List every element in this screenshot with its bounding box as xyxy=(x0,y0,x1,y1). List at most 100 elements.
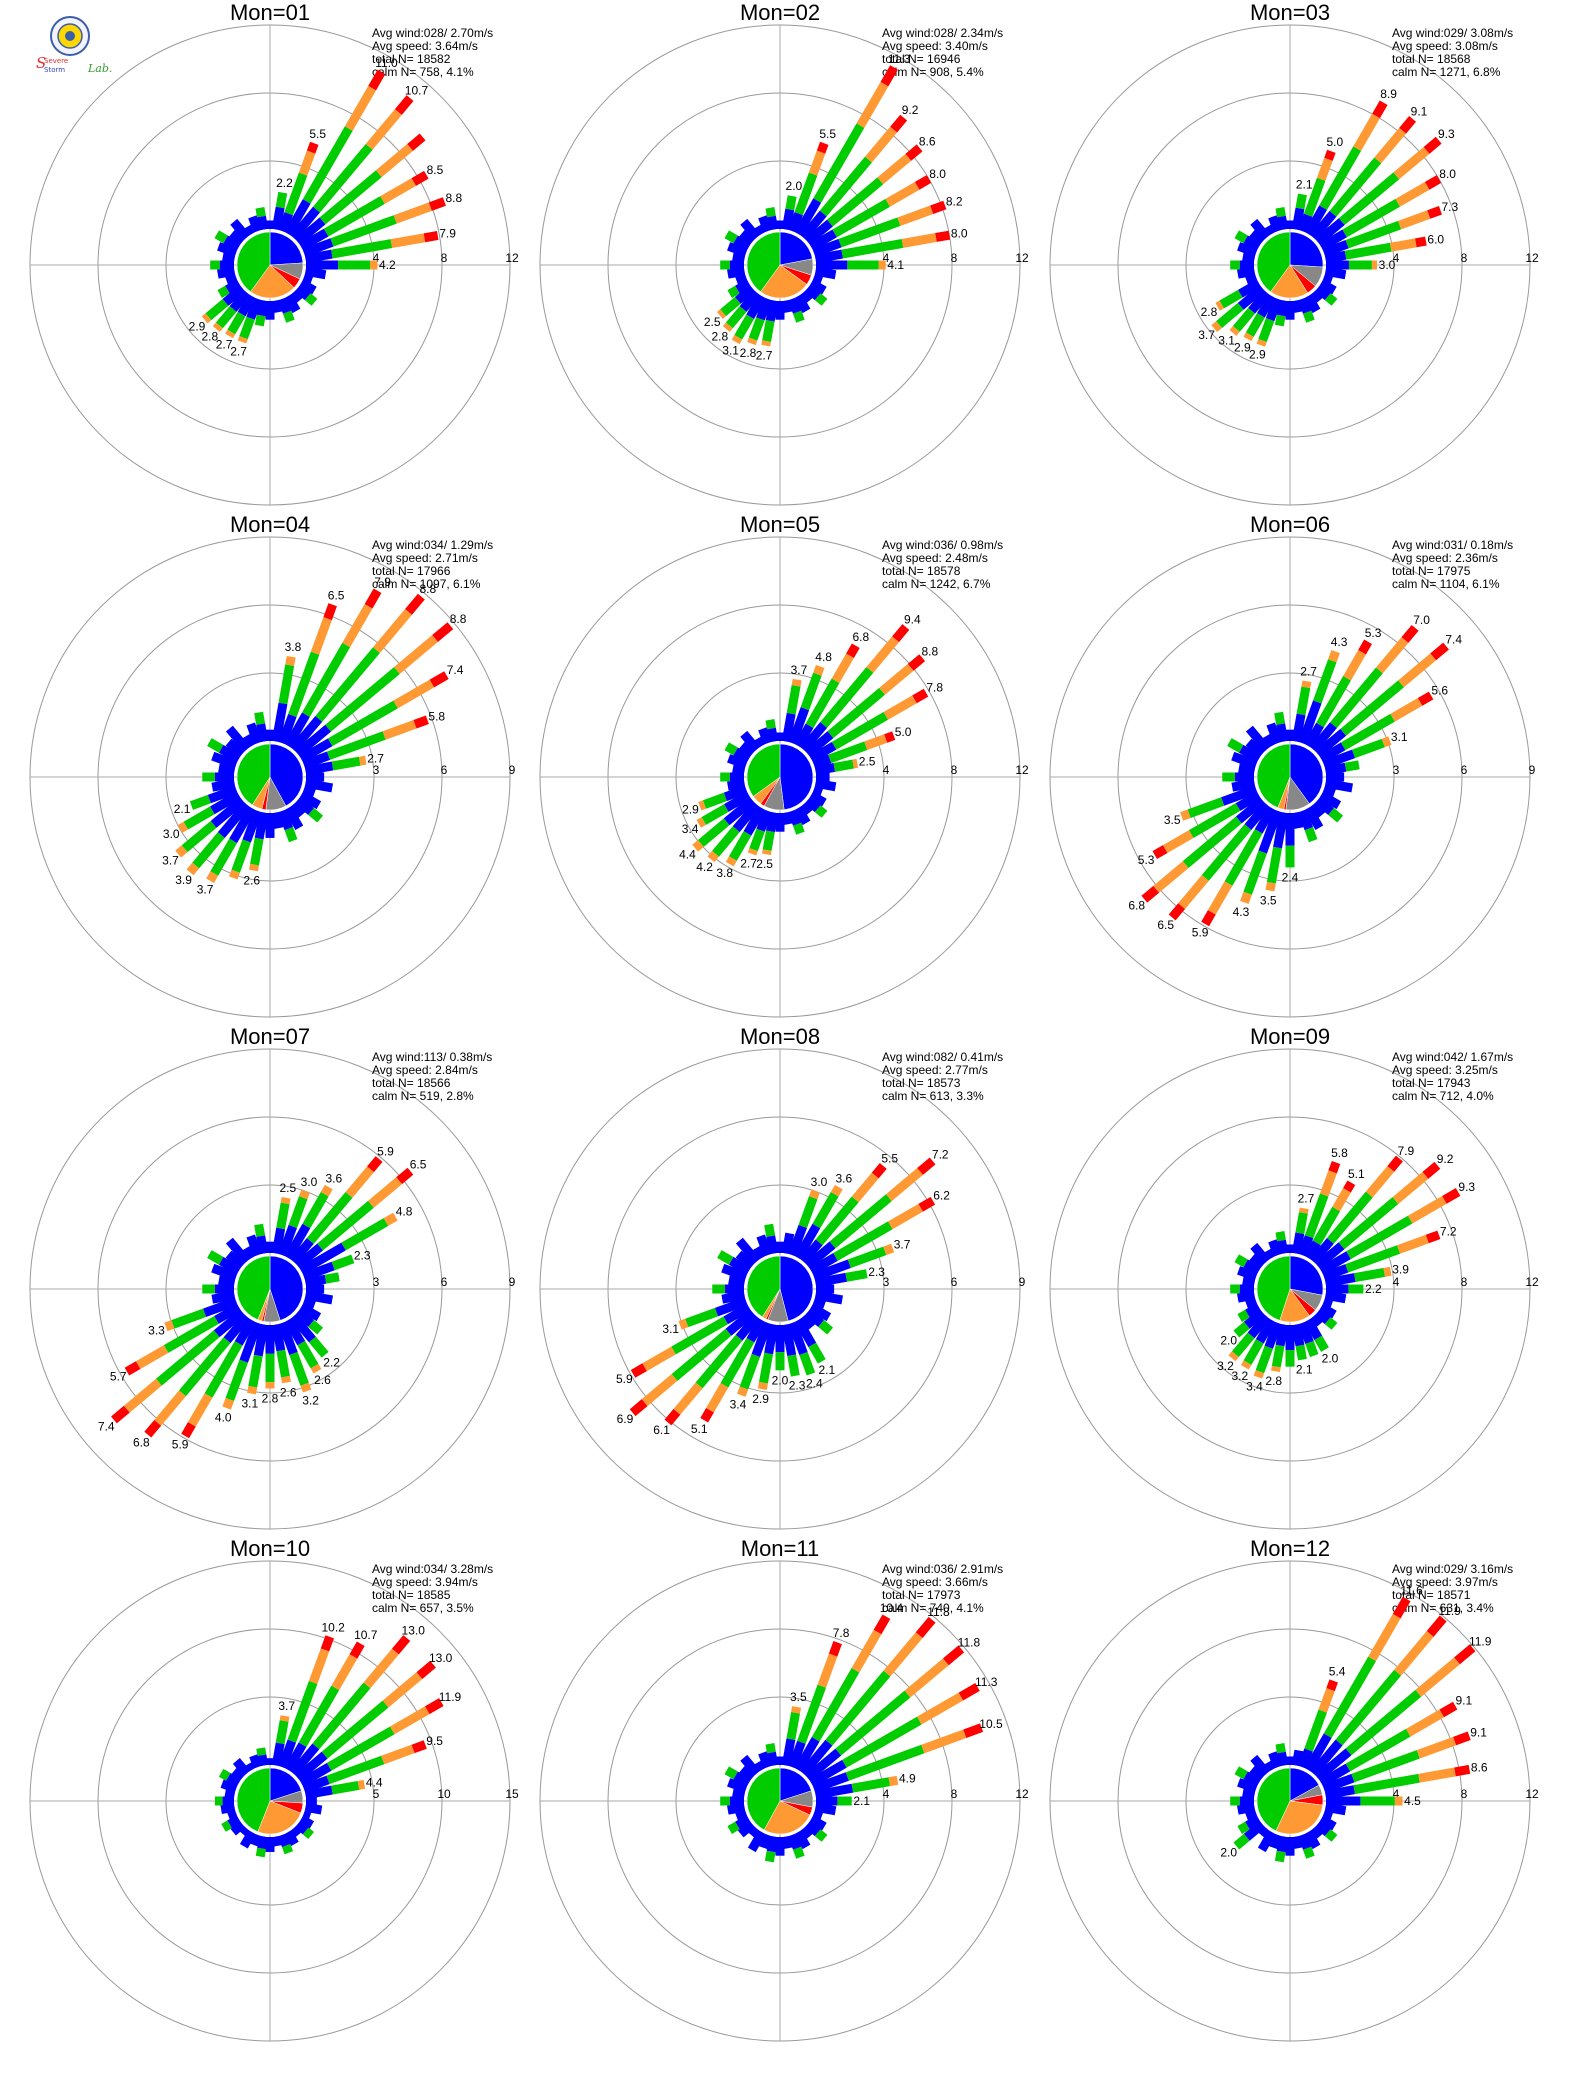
bar-value-label: 3.9 xyxy=(175,873,192,887)
bar-value-label: 3.2 xyxy=(302,1393,319,1407)
center-pie-slice xyxy=(269,743,304,807)
direction-bar-segment xyxy=(1268,215,1282,233)
direction-bar-segment xyxy=(1271,1365,1281,1373)
direction-bar-segment xyxy=(229,869,240,880)
direction-bar-segment xyxy=(331,756,361,771)
direction-bar-segment xyxy=(1372,100,1388,119)
direction-bar-segment xyxy=(685,1307,718,1328)
direction-bar-segment xyxy=(1314,796,1335,815)
direction-bar-segment xyxy=(220,1779,238,1793)
direction-bar-segment xyxy=(880,65,898,87)
direction-bar-segment xyxy=(1243,1339,1264,1365)
direction-bar-segment xyxy=(740,1754,761,1777)
radial-tick-label: 9 xyxy=(509,1275,516,1289)
direction-bar-segment xyxy=(1304,1240,1321,1261)
direction-bar-segment xyxy=(766,1835,779,1853)
stats-line: Avg speed: 2.71m/s xyxy=(372,551,478,565)
stats-line: total N= 18568 xyxy=(1392,52,1471,66)
direction-bar-segment xyxy=(734,284,756,304)
direction-bar-segment xyxy=(901,233,937,248)
direction-bar-segment xyxy=(189,794,211,810)
direction-bar-segment xyxy=(1314,1748,1352,1782)
direction-bar-segment xyxy=(1245,738,1266,758)
bar-value-label: 2.7 xyxy=(367,751,384,765)
direction-bar-segment xyxy=(788,1833,802,1850)
direction-bar-segment xyxy=(373,609,412,653)
stats-line: total N= 18571 xyxy=(1392,1588,1471,1602)
direction-bar-segment xyxy=(302,1809,312,1820)
direction-bar-segment xyxy=(257,1835,269,1850)
stats-line: total N= 17973 xyxy=(882,1588,961,1602)
radial-tick-label: 9 xyxy=(1529,763,1536,777)
direction-bar-segment xyxy=(1319,146,1362,210)
direction-bar-segment xyxy=(308,808,324,823)
bar-value-label: 2.9 xyxy=(189,319,206,333)
direction-bar-segment xyxy=(249,1754,262,1769)
direction-bar-segment xyxy=(289,1743,320,1777)
direction-bar-segment xyxy=(727,266,746,279)
direction-bar-segment xyxy=(1338,172,1400,225)
direction-bar-segment xyxy=(1216,302,1244,328)
direction-bar-segment xyxy=(1242,1788,1256,1800)
direction-bar-segment xyxy=(1258,809,1282,854)
direction-bar-segment xyxy=(278,297,292,314)
direction-bar-segment xyxy=(722,322,733,332)
direction-bar-segment xyxy=(279,1715,290,1722)
radial-tick-label: 4 xyxy=(883,251,890,265)
direction-bar-segment xyxy=(363,1648,399,1689)
direction-bar-segment xyxy=(428,197,446,211)
direction-bar-segment xyxy=(808,1815,827,1831)
direction-bar-segment xyxy=(799,1239,823,1265)
direction-bar-segment xyxy=(787,1354,800,1377)
direction-bar-segment xyxy=(798,1196,818,1228)
direction-bar-segment xyxy=(1240,891,1252,904)
bar-value-label: 3.4 xyxy=(730,1398,747,1412)
radial-tick-label: 4 xyxy=(1393,1787,1400,1801)
direction-bar-segment xyxy=(1387,1155,1403,1172)
direction-bar-segment xyxy=(735,1237,761,1265)
center-pie-slice xyxy=(269,1255,304,1321)
direction-bar-segment xyxy=(367,1156,383,1173)
bar-value-label: 2.7 xyxy=(1300,664,1317,678)
direction-bar-segment xyxy=(671,1328,732,1381)
direction-bar-segment xyxy=(753,1760,766,1773)
direction-bar-segment xyxy=(1211,321,1222,333)
radial-tick-label: 12 xyxy=(1015,251,1029,265)
direction-bar-segment xyxy=(1304,805,1324,831)
direction-bar-segment xyxy=(214,230,228,244)
direction-bar-segment xyxy=(249,863,259,872)
direction-bar-segment xyxy=(1425,1230,1441,1244)
direction-bar-segment xyxy=(799,1739,833,1777)
bar-value-label: 6.5 xyxy=(1157,918,1174,932)
bar-value-label: 2.9 xyxy=(682,803,699,817)
direction-bar-segment xyxy=(814,762,836,776)
bar-value-label: 2.0 xyxy=(1322,1351,1339,1365)
direction-bar-segment xyxy=(217,242,238,257)
direction-bar-segment xyxy=(707,850,720,863)
center-pie-slice xyxy=(760,264,808,299)
direction-bar-segment xyxy=(1141,885,1160,903)
direction-bar-segment xyxy=(808,1253,838,1275)
stats-line: Avg wind:042/ 1.67m/s xyxy=(1392,1050,1513,1064)
bar-value-label: 3.3 xyxy=(148,1323,165,1337)
direction-bar-segment xyxy=(368,69,386,91)
direction-bar-segment xyxy=(1276,299,1289,317)
direction-bar-segment xyxy=(1162,830,1194,853)
direction-bar-segment xyxy=(1245,725,1271,753)
bar-value-label: 6.8 xyxy=(133,1435,150,1449)
direction-bar-segment xyxy=(304,249,333,264)
panel-title: Mon=06 xyxy=(1250,512,1330,537)
bar-value-label: 7.3 xyxy=(1441,200,1458,214)
stats-line: calm N= 758, 4.1% xyxy=(372,65,474,79)
direction-bar-segment xyxy=(331,1780,360,1795)
direction-bar-segment xyxy=(767,1751,779,1767)
direction-bar-segment xyxy=(1322,749,1356,769)
direction-bar-segment xyxy=(1304,1193,1329,1239)
bar-value-label: 7.4 xyxy=(1445,633,1462,647)
direction-bar-segment xyxy=(723,796,756,826)
direction-bar-segment xyxy=(222,284,246,306)
bar-value-label: 7.9 xyxy=(1398,1144,1415,1158)
direction-bar-segment xyxy=(289,1825,302,1838)
direction-bar-segment xyxy=(1304,827,1318,843)
